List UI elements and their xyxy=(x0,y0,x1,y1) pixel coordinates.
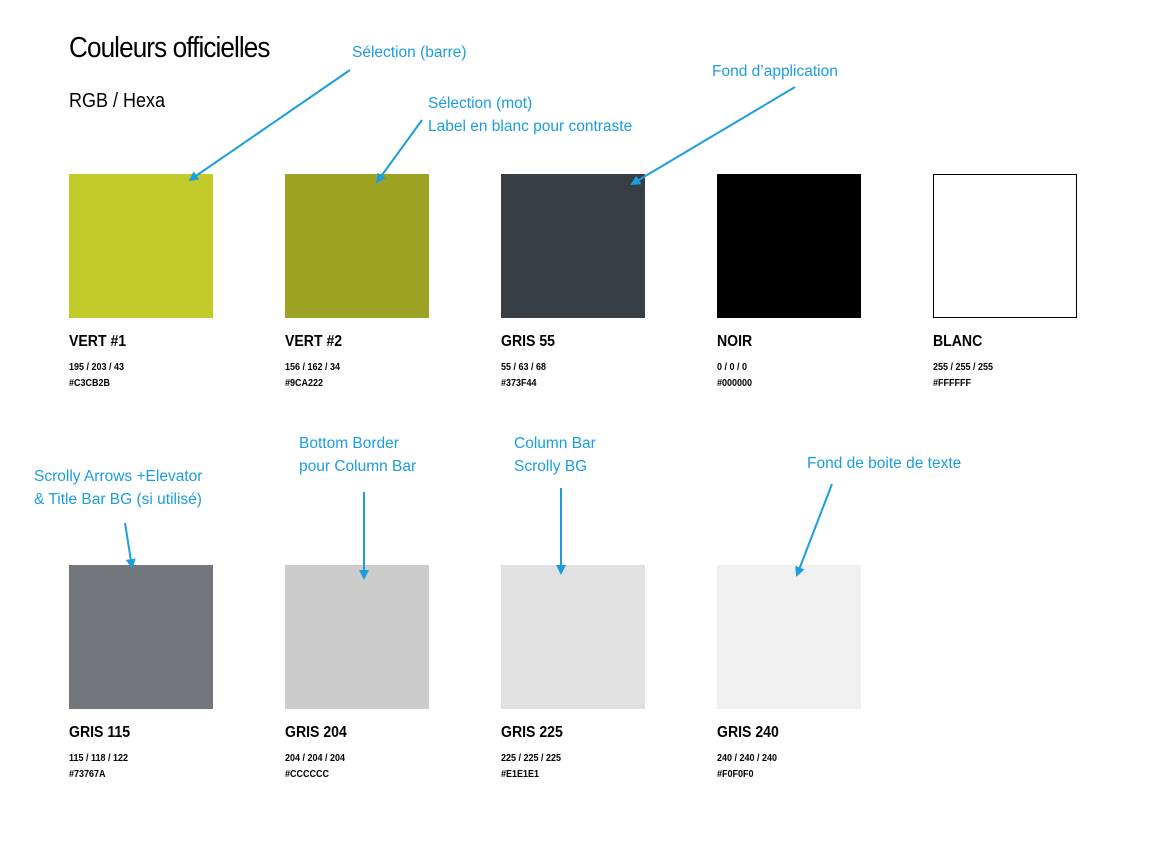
annotation-line: & Title Bar BG (si utilisé) xyxy=(34,491,202,508)
swatch-hex: #E1E1E1 xyxy=(501,769,540,780)
swatch-hex: #C3CB2B xyxy=(69,378,111,389)
page-title: Couleurs officielles xyxy=(69,32,270,64)
annotation-line: Scrolly BG xyxy=(514,458,588,475)
swatch-hex: #000000 xyxy=(717,378,753,389)
annotation-line: Sélection (mot) xyxy=(428,95,533,112)
swatch-hex: #FFFFFF xyxy=(933,378,971,389)
annotation-line: Fond de boite de texte xyxy=(807,455,962,472)
swatch-vert-2 xyxy=(285,174,429,318)
arrow-selection-barre xyxy=(188,69,351,182)
arrow-fond-application xyxy=(630,86,796,186)
swatch-name: GRIS 204 xyxy=(285,724,347,741)
swatch-gris-204 xyxy=(285,565,429,709)
swatch-name: GRIS 55 xyxy=(501,333,555,350)
annotation-selection-barre: Sélection (barre) xyxy=(352,41,467,64)
swatch-name: GRIS 225 xyxy=(501,724,563,741)
annotation-line: Bottom Border xyxy=(299,435,399,452)
annotation-scrolly-arrows: Scrolly Arrows +Elevator & Title Bar BG … xyxy=(34,465,202,511)
annotation-line: pour Column Bar xyxy=(299,458,417,475)
swatch-hex: #CCCCCC xyxy=(285,769,330,780)
annotation-selection-mot: Sélection (mot) Label en blanc pour cont… xyxy=(428,92,632,138)
swatch-rgb: 55 / 63 / 68 xyxy=(501,362,547,373)
swatch-rgb: 115 / 118 / 122 xyxy=(69,753,129,764)
annotation-line: Label en blanc pour contraste xyxy=(428,118,633,135)
swatch-rgb: 240 / 240 / 240 xyxy=(717,753,778,764)
swatch-hex: #9CA222 xyxy=(285,378,324,389)
swatch-rgb: 0 / 0 / 0 xyxy=(717,362,748,373)
swatch-name: NOIR xyxy=(717,333,753,350)
annotation-bottom-border: Bottom Border pour Column Bar xyxy=(299,432,416,478)
annotation-line: Column Bar xyxy=(514,435,596,452)
swatch-vert-1 xyxy=(69,174,213,318)
swatch-rgb: 195 / 203 / 43 xyxy=(69,362,125,373)
swatch-rgb: 225 / 225 / 225 xyxy=(501,753,562,764)
swatch-name: BLANC xyxy=(933,333,983,350)
swatch-hex: #73767A xyxy=(69,769,106,780)
annotation-column-bar: Column Bar Scrolly BG xyxy=(514,432,596,478)
page-subtitle: RGB / Hexa xyxy=(69,90,166,112)
swatch-rgb: 204 / 204 / 204 xyxy=(285,753,346,764)
swatch-gris-55 xyxy=(501,174,645,318)
swatch-name: GRIS 240 xyxy=(717,724,779,741)
annotation-fond-boite-texte: Fond de boite de texte xyxy=(807,452,961,475)
swatch-gris-240 xyxy=(717,565,861,709)
swatch-gris-115 xyxy=(69,565,213,709)
swatch-gris-225 xyxy=(501,565,645,709)
annotation-fond-application: Fond d’application xyxy=(712,60,838,83)
swatch-name: VERT #2 xyxy=(285,333,343,350)
swatch-rgb: 255 / 255 / 255 xyxy=(933,362,994,373)
swatch-name: GRIS 115 xyxy=(69,724,131,741)
arrow-scrolly-arrows xyxy=(124,522,136,569)
swatch-blanc xyxy=(933,174,1077,318)
arrow-fond-boite-texte xyxy=(795,483,833,577)
annotation-line: Scrolly Arrows +Elevator xyxy=(34,468,203,485)
annotation-line: Fond d’application xyxy=(712,63,838,80)
arrow-selection-mot xyxy=(375,119,423,184)
swatch-noir xyxy=(717,174,861,318)
swatch-hex: #F0F0F0 xyxy=(717,769,754,780)
swatch-name: VERT #1 xyxy=(69,333,127,350)
swatch-rgb: 156 / 162 / 34 xyxy=(285,362,341,373)
annotation-line: Sélection (barre) xyxy=(352,44,467,61)
swatch-hex: #373F44 xyxy=(501,378,537,389)
